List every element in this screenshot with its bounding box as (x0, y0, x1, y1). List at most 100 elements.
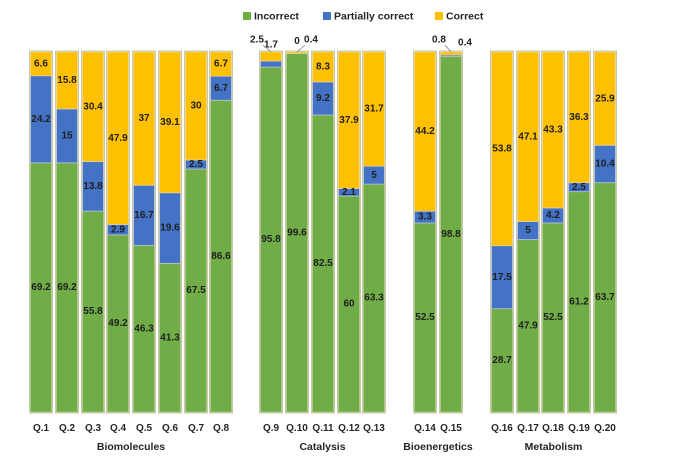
bar-q10 (285, 50, 309, 414)
label-partially-correct: 0 (294, 36, 300, 47)
bar-frame (311, 50, 335, 414)
category-label: Q.11 (312, 423, 334, 434)
segment-correct (491, 51, 513, 247)
leader-line (296, 44, 306, 53)
bar-frame (158, 50, 182, 414)
legend-label: Correct (446, 11, 484, 23)
label-partially-correct: 2.5 (572, 182, 586, 193)
label-correct: 8.3 (316, 62, 330, 73)
bar-frame (55, 50, 79, 414)
legend: Incorrect Partially correct Correct (243, 11, 484, 23)
bar-frame (106, 50, 130, 414)
segment-correct (338, 51, 360, 189)
category-label: Q.17 (517, 423, 539, 434)
legend-swatch (323, 12, 331, 20)
bar-q15 (439, 50, 463, 414)
category-label: Q.10 (286, 423, 308, 434)
label-incorrect: 63.3 (364, 293, 384, 304)
group-label-bioenergetics: Bioenergetics (403, 441, 473, 453)
legend-entry-partially-correct: Partially correct (323, 11, 414, 23)
label-partially-correct: 17.5 (492, 272, 512, 283)
label-partially-correct: 3.3 (418, 212, 432, 223)
legend-label: Incorrect (254, 11, 299, 23)
label-incorrect: 69.2 (57, 282, 77, 293)
category-label: Q.1 (33, 423, 50, 434)
bar-frame (184, 50, 208, 414)
label-correct: 6.7 (214, 59, 228, 70)
label-incorrect: 46.3 (134, 323, 154, 334)
segment-correct (594, 51, 616, 146)
label-partially-correct: 6.7 (214, 83, 228, 94)
bar-q1 (29, 50, 53, 414)
label-partially-correct: 5 (525, 225, 531, 236)
category-label: Q.2 (59, 423, 76, 434)
segment-correct (56, 51, 78, 110)
label-incorrect: 99.6 (287, 227, 307, 238)
label-incorrect: 47.9 (518, 320, 538, 331)
bar-frame (29, 50, 53, 414)
label-partially-correct: 1.7 (264, 40, 278, 51)
leader-line (444, 44, 452, 53)
segment-partially-correct (260, 60, 282, 68)
bar-q19 (567, 50, 591, 414)
legend-entry-incorrect: Incorrect (243, 11, 299, 23)
bar-frame (337, 50, 361, 414)
category-label: Q.8 (213, 423, 230, 434)
label-partially-correct: 2.9 (111, 224, 125, 235)
bar-frame (132, 50, 156, 414)
label-incorrect: 52.5 (415, 312, 435, 323)
label-correct: 44.2 (415, 126, 435, 137)
label-correct: 0.4 (304, 35, 318, 46)
label-incorrect: 52.5 (543, 312, 563, 323)
segment-correct (185, 51, 207, 161)
label-partially-correct: 4.2 (546, 210, 560, 221)
category-label: Q.12 (338, 423, 360, 434)
label-correct: 37.9 (339, 115, 359, 126)
segment-correct (363, 51, 385, 167)
bar-frame (567, 50, 591, 414)
bar-frame (593, 50, 617, 414)
bar-q11 (311, 50, 335, 414)
label-partially-correct: 13.8 (83, 181, 103, 192)
label-correct: 15.8 (57, 75, 77, 86)
segment-correct (30, 51, 52, 77)
segment-correct (260, 51, 282, 62)
label-correct: 36.3 (569, 112, 589, 123)
segment-correct (286, 51, 308, 54)
category-label: Q.9 (263, 423, 280, 434)
segment-correct (107, 51, 129, 225)
bar-q5 (132, 50, 156, 414)
legend-swatch (243, 12, 251, 20)
bar-q20 (593, 50, 617, 414)
label-partially-correct: 24.2 (31, 114, 51, 125)
category-label: Q.14 (414, 423, 436, 434)
category-label: Q.6 (162, 423, 179, 434)
segment-correct (133, 51, 155, 186)
bar-q6 (158, 50, 182, 414)
bar-q17 (516, 50, 540, 414)
label-correct: 43.3 (543, 125, 563, 136)
label-incorrect: 63.7 (595, 292, 615, 303)
label-correct: 25.9 (595, 93, 615, 104)
category-label: Q.20 (594, 423, 616, 434)
label-incorrect: 69.2 (31, 282, 51, 293)
segment-correct (568, 51, 590, 184)
label-incorrect: 61.2 (569, 296, 589, 307)
label-partially-correct: 5 (371, 170, 377, 181)
bar-q18 (541, 50, 565, 414)
bar-q4 (106, 50, 130, 414)
label-correct: 0.8 (432, 35, 446, 46)
legend-label: Partially correct (334, 11, 414, 23)
label-partially-correct: 15 (61, 131, 73, 142)
group-labels-layer: Biomolecules Catalysis Bioenergetics Metabo… (97, 441, 583, 453)
segment-correct (440, 51, 462, 56)
label-incorrect: 82.5 (313, 258, 333, 269)
label-incorrect: 98.8 (441, 229, 461, 240)
segment-correct (414, 51, 436, 212)
category-label: Q.13 (363, 423, 385, 434)
bar-frame (81, 50, 105, 414)
segment-correct (210, 51, 232, 77)
category-label: Q.7 (188, 423, 205, 434)
bar-frame (516, 50, 540, 414)
label-correct: 39.1 (160, 117, 180, 128)
